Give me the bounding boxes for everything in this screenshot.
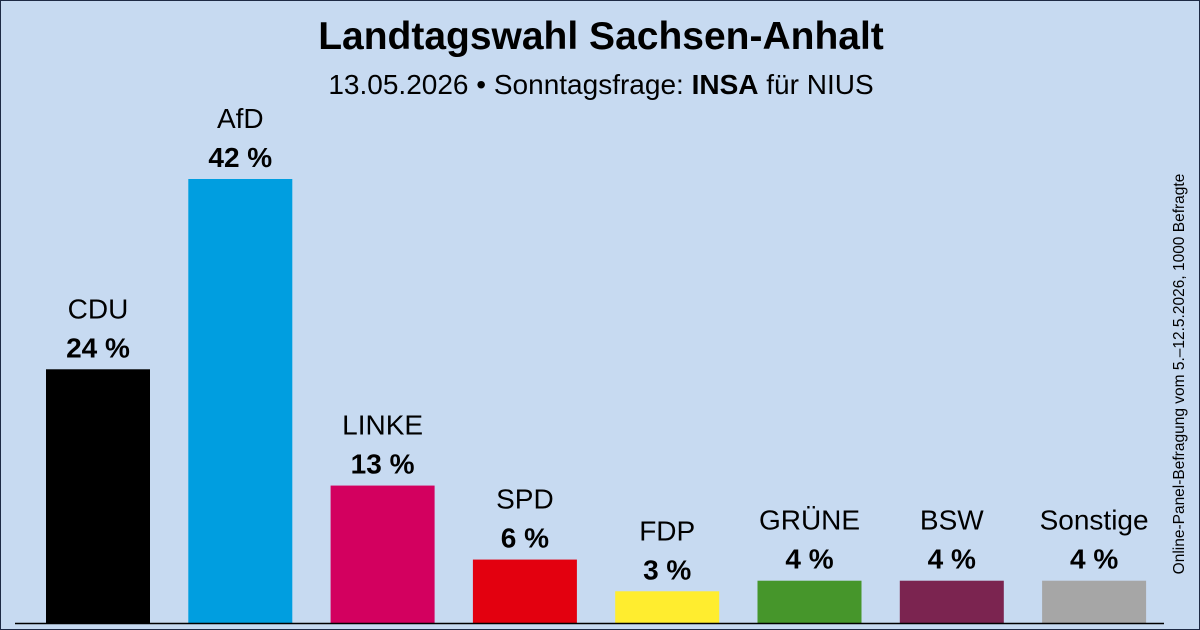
bar-gr-ne <box>757 580 862 623</box>
bar-linke <box>330 485 435 623</box>
value-label-linke: 13 % <box>351 449 415 480</box>
poll-institute: INSA <box>691 69 759 100</box>
chart-title: Landtagswahl Sachsen-Anhalt <box>318 15 884 58</box>
bar-cdu <box>46 369 150 623</box>
party-label-gr-ne: GRÜNE <box>759 505 860 536</box>
survey-method-note: Online-Panel-Befragung vom 5.–12.5.2026,… <box>1171 173 1188 575</box>
party-label-spd: SPD <box>496 484 554 515</box>
party-label-afd: AfD <box>217 103 264 134</box>
value-label-bsw: 4 % <box>928 544 976 575</box>
bar-sonstige <box>1042 580 1147 623</box>
subtitle-separator: • <box>476 69 487 100</box>
poll-client: für NIUS <box>766 69 874 100</box>
poll-label: Sonntagsfrage: <box>493 69 684 100</box>
value-label-afd: 42 % <box>208 142 272 173</box>
party-label-cdu: CDU <box>68 293 129 324</box>
party-label-sonstige: Sonstige <box>1040 505 1149 536</box>
party-label-linke: LINKE <box>342 410 423 441</box>
value-label-sonstige: 4 % <box>1070 544 1118 575</box>
chart-subtitle: 13.05.2026 • Sonntagsfrage: INSA für NIU… <box>1 69 1199 101</box>
value-label-fdp: 3 % <box>643 554 691 585</box>
poll-date: 13.05.2026 <box>328 69 469 100</box>
value-label-spd: 6 % <box>501 523 549 554</box>
bar-afd <box>188 179 293 623</box>
party-label-fdp: FDP <box>639 515 695 546</box>
bar-spd <box>472 559 577 623</box>
bar-bsw <box>899 580 1004 623</box>
bar-fdp <box>615 591 720 623</box>
value-label-gr-ne: 4 % <box>785 544 833 575</box>
value-label-cdu: 24 % <box>66 332 130 363</box>
party-label-bsw: BSW <box>920 505 984 536</box>
